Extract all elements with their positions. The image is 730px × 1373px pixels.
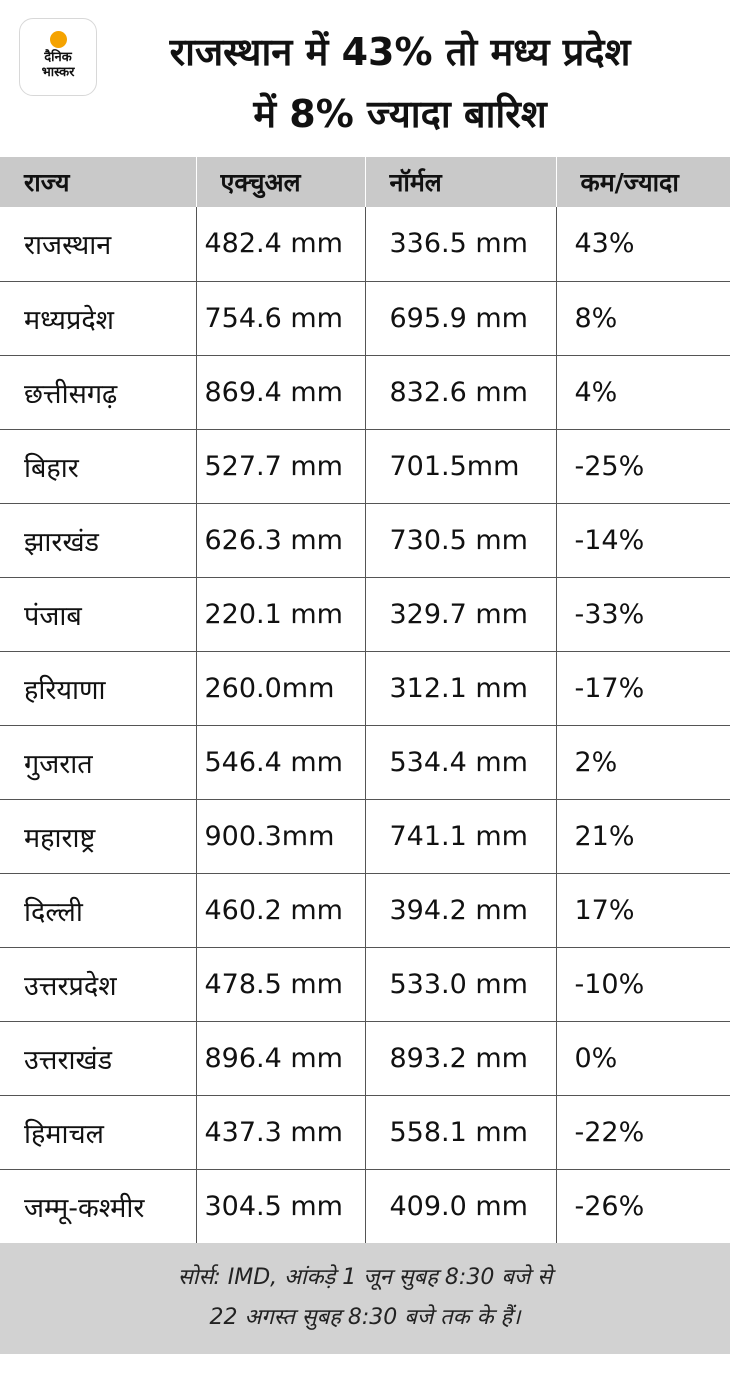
difference-cell: 43% [556,207,730,282]
dainik-bhaskar-logo: दैनिक भास्कर [19,18,97,96]
actual-cell: 896.4 mm [196,1021,366,1096]
source-note-line1: सोर्स: IMD, आंकड़े 1 जून सुबह 8:30 बजे स… [177,1265,553,1290]
source-note-line2: 22 अगस्त सुबह 8:30 बजे तक के हैं। [209,1305,521,1330]
actual-cell: 754.6 mm [196,281,366,356]
table-body: राजस्थान 482.4 mm 336.5 mm 43% मध्यप्रदेश 754… [0,207,730,1244]
state-cell: राजस्थान [0,207,197,282]
normal-cell: 409.0 mm [365,1169,557,1244]
state-cell: उत्तराखंड [0,1021,197,1096]
table-row: हरियाणा 260.0mm 312.1 mm -17% [0,651,730,726]
actual-cell: 546.4 mm [196,725,366,800]
table-row: गुजरात 546.4 mm 534.4 mm 2% [0,725,730,800]
actual-cell: 437.3 mm [196,1095,366,1170]
normal-cell: 329.7 mm [365,577,557,652]
table-row: दिल्ली 460.2 mm 394.2 mm 17% [0,873,730,948]
page-title-line2: में 8% ज्यादा बारिश [253,92,547,136]
normal-cell: 701.5mm [365,429,557,504]
state-cell: पंजाब [0,577,197,652]
state-cell: छत्तीसगढ़ [0,355,197,430]
normal-cell: 695.9 mm [365,281,557,356]
column-header-actual: एक्चुअल [196,157,366,207]
difference-cell: 8% [556,281,730,356]
normal-cell: 336.5 mm [365,207,557,282]
normal-cell: 394.2 mm [365,873,557,948]
table-row: झारखंड 626.3 mm 730.5 mm -14% [0,503,730,578]
table-row: पंजाब 220.1 mm 329.7 mm -33% [0,577,730,652]
actual-cell: 869.4 mm [196,355,366,430]
difference-cell: -14% [556,503,730,578]
difference-cell: -33% [556,577,730,652]
normal-cell: 730.5 mm [365,503,557,578]
table-row: उत्तरप्रदेश 478.5 mm 533.0 mm -10% [0,947,730,1022]
table-row: हिमाचल 437.3 mm 558.1 mm -22% [0,1095,730,1170]
state-cell: दिल्ली [0,873,197,948]
difference-cell: -10% [556,947,730,1022]
actual-cell: 304.5 mm [196,1169,366,1244]
difference-cell: -26% [556,1169,730,1244]
normal-cell: 558.1 mm [365,1095,557,1170]
actual-cell: 220.1 mm [196,577,366,652]
column-header-normal: नॉर्मल [365,157,557,207]
table-row: छत्तीसगढ़ 869.4 mm 832.6 mm 4% [0,355,730,430]
table-row: महाराष्ट्र 900.3mm 741.1 mm 21% [0,799,730,874]
logo-text-line1: दैनिक [44,50,72,65]
state-cell: महाराष्ट्र [0,799,197,874]
difference-cell: 2% [556,725,730,800]
actual-cell: 527.7 mm [196,429,366,504]
difference-cell: 4% [556,355,730,430]
actual-cell: 626.3 mm [196,503,366,578]
sun-icon [50,31,67,48]
page-title-line1: राजस्थान में 43% तो मध्य प्रदेश [169,30,631,74]
state-cell: उत्तरप्रदेश [0,947,197,1022]
state-cell: हरियाणा [0,651,197,726]
normal-cell: 534.4 mm [365,725,557,800]
table-row: जम्मू-कश्मीर 304.5 mm 409.0 mm -26% [0,1169,730,1244]
normal-cell: 893.2 mm [365,1021,557,1096]
difference-cell: -17% [556,651,730,726]
actual-cell: 460.2 mm [196,873,366,948]
actual-cell: 900.3mm [196,799,366,874]
rainfall-table: राज्य एक्चुअल नॉर्मल कम/ज्यादा राजस्थान 4… [0,157,730,1244]
table-header-row: राज्य एक्चुअल नॉर्मल कम/ज्यादा [0,157,730,207]
table-row: मध्यप्रदेश 754.6 mm 695.9 mm 8% [0,281,730,356]
actual-cell: 478.5 mm [196,947,366,1022]
difference-cell: -22% [556,1095,730,1170]
normal-cell: 741.1 mm [365,799,557,874]
table-row: उत्तराखंड 896.4 mm 893.2 mm 0% [0,1021,730,1096]
normal-cell: 312.1 mm [365,651,557,726]
table-row: राजस्थान 482.4 mm 336.5 mm 43% [0,207,730,282]
difference-cell: 17% [556,873,730,948]
state-cell: गुजरात [0,725,197,800]
state-cell: जम्मू-कश्मीर [0,1169,197,1244]
actual-cell: 482.4 mm [196,207,366,282]
normal-cell: 533.0 mm [365,947,557,1022]
column-header-state: राज्य [0,157,197,207]
table-row: बिहार 527.7 mm 701.5mm -25% [0,429,730,504]
normal-cell: 832.6 mm [365,355,557,430]
actual-cell: 260.0mm [196,651,366,726]
state-cell: बिहार [0,429,197,504]
state-cell: मध्यप्रदेश [0,281,197,356]
state-cell: हिमाचल [0,1095,197,1170]
logo-text-line2: भास्कर [41,65,75,80]
header: दैनिक भास्कर राजस्थान में 43% तो मध्य प्… [0,0,730,157]
state-cell: झारखंड [0,503,197,578]
column-header-difference: कम/ज्यादा [556,157,730,207]
difference-cell: -25% [556,429,730,504]
difference-cell: 21% [556,799,730,874]
source-footer: सोर्स: IMD, आंकड़े 1 जून सुबह 8:30 बजे स… [0,1243,730,1354]
difference-cell: 0% [556,1021,730,1096]
